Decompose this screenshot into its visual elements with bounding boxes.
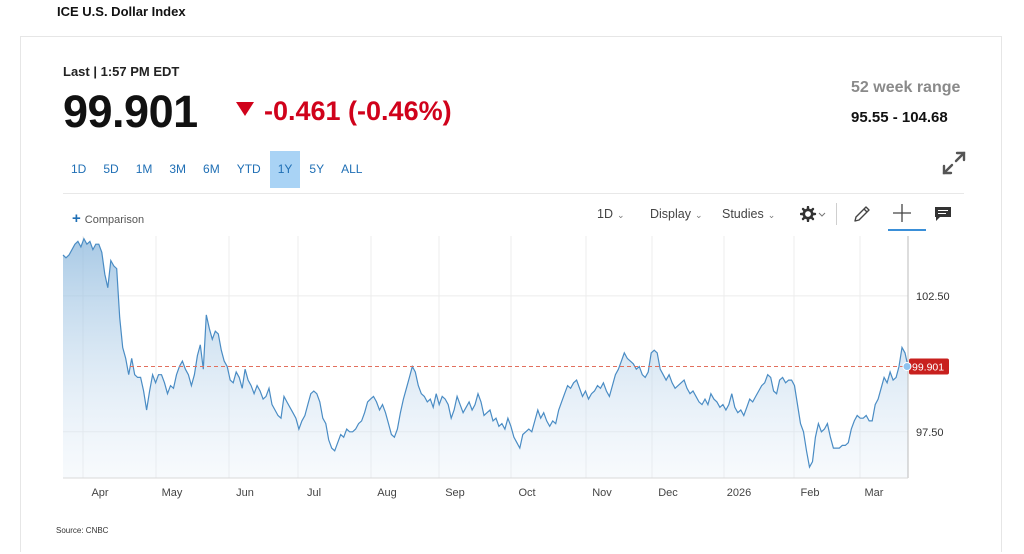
source-note: Source: CNBC [56,526,109,535]
x-tick-label: May [162,487,183,499]
current-price-tag [909,358,949,375]
price-value: 99.901 [63,86,198,137]
period-3m[interactable]: 3M [169,162,187,176]
studies-dropdown[interactable]: Studies ⌄ [722,207,775,221]
period-6m[interactable]: 6M [203,162,220,176]
display-label: Display [650,207,691,221]
x-tick-label: Feb [801,487,820,499]
settings-button[interactable] [800,206,828,222]
period-5d[interactable]: 5D [103,162,119,176]
current-price-dot [902,361,912,371]
gear-icon [800,206,817,222]
x-tick-label: Nov [592,487,612,499]
x-tick-label: Jun [236,487,254,499]
chevron-down-icon: ⌄ [695,210,703,220]
price-change: -0.461 (-0.46%) [264,96,452,126]
comparison-label: Comparison [84,214,145,226]
down-arrow-icon [236,102,254,116]
comment-icon[interactable] [933,205,953,223]
chart-frame [20,36,1002,552]
x-tick-label: Sep [445,487,465,499]
period-1d[interactable]: 1D [71,162,87,176]
x-tick-label: 2026 [727,487,751,499]
current-price-label: 99.901 [912,361,944,373]
range-label: 52 week range [851,79,961,96]
range-value: 95.55 - 104.68 [851,109,948,126]
studies-label: Studies [722,207,764,221]
expand-icon[interactable] [941,150,967,176]
plus-icon: + [72,210,81,227]
chevron-down-icon: ⌄ [616,210,625,220]
x-tick-label: Dec [658,487,678,499]
x-tick-label: Aug [377,487,397,499]
x-tick-label: Jul [307,487,321,499]
period-1m[interactable]: 1M [135,162,153,176]
period-all[interactable]: ALL [341,162,363,176]
period-1y[interactable]: 1Y [269,151,301,188]
y-tick-label: 97.50 [916,427,944,439]
pencil-icon[interactable] [852,204,872,224]
period-selector: 1D 5D 1M 3M 6M YTD 1Y 5Y ALL [63,151,371,188]
period-5y[interactable]: 5Y [309,162,325,176]
toolbar-divider [63,193,964,194]
last-time-label: Last | 1:57 PM EDT [63,64,180,79]
crosshair-icon[interactable] [892,203,912,223]
toolbar-separator [836,203,837,225]
active-tool-indicator [888,229,926,231]
interval-label: 1D [597,207,613,221]
x-tick-label: Oct [518,487,535,499]
page-title: ICE U.S. Dollar Index [57,4,186,19]
chevron-down-icon [818,212,826,217]
period-ytd[interactable]: YTD [236,162,261,176]
price-area [63,238,908,478]
chevron-down-icon: ⌄ [767,210,776,220]
interval-dropdown[interactable]: 1D ⌄ [597,207,625,221]
x-tick-label: Mar [865,487,884,499]
x-tick-label: Apr [91,487,108,499]
y-tick-label: 102.50 [916,291,950,303]
comparison-button[interactable]: + Comparison [72,210,144,227]
display-dropdown[interactable]: Display ⌄ [650,207,703,221]
price-line [62,237,909,469]
